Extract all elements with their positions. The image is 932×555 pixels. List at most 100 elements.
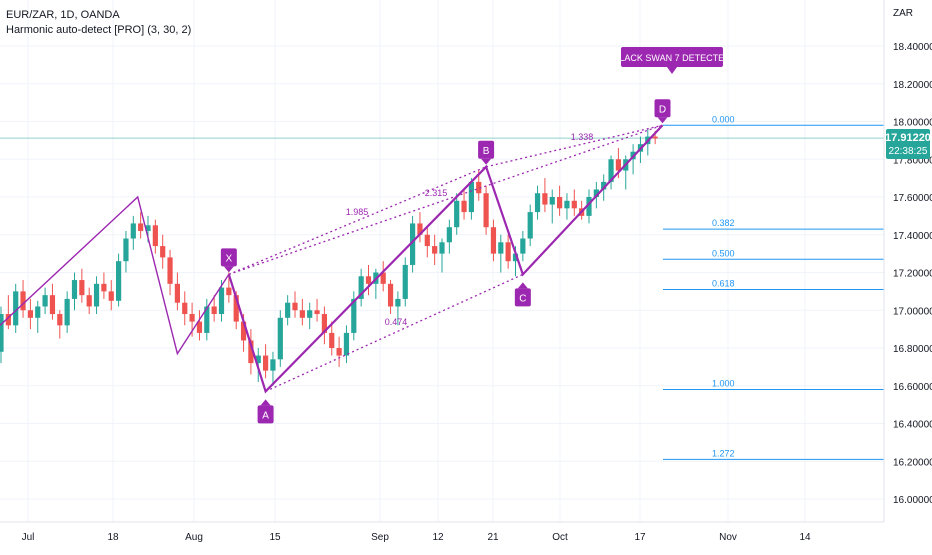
candle-body [593,189,599,197]
candle [527,204,533,247]
price-tick-label: 17.20000 [893,269,932,280]
candle-body [123,238,129,262]
ratio-line-BD [485,124,663,168]
axis-currency: ZAR [893,8,913,19]
fib-level-label: 0.382 [712,218,735,228]
svg-text:X: X [226,253,233,264]
candle [86,287,92,315]
price-tick-label: 18.20000 [893,80,932,91]
price-tick-label: 17.00000 [893,306,932,317]
candle-body [211,306,217,315]
pattern-point-d: D [654,99,671,124]
candle-body [160,246,166,258]
candle-body [365,276,372,284]
candle-body [116,261,122,301]
candle-body [255,355,261,364]
candle-body [0,314,4,352]
candle-body [446,227,452,243]
candle [196,310,203,341]
candle-body [299,310,305,318]
candle [454,193,460,235]
candle-body [248,340,254,364]
candle [57,310,63,339]
candle [336,336,342,367]
candle [270,351,276,386]
candle-body [5,314,11,326]
pattern-point-a: A [257,399,274,424]
chart-legend: EUR/ZAR, 1D, OANDA Harmonic auto-detect … [6,8,191,38]
candle-body [410,223,416,265]
candle-body [152,225,158,247]
candle-body [505,242,511,262]
indicator-title: Harmonic auto-detect [PRO] (3, 30, 2) [6,24,192,36]
candle [417,212,423,243]
candle [49,283,56,320]
candle-body [35,306,41,318]
candle [520,230,526,262]
candle-body [138,223,144,231]
candle-body [380,272,386,284]
candle [446,219,452,254]
candle [35,300,41,333]
candle-body [527,212,533,239]
candle-body [307,310,313,318]
candle-body [402,264,408,299]
candle-body [498,242,504,254]
candle [461,189,467,220]
candle-body [101,283,107,292]
last-price-value: 17.91220 [885,132,931,144]
candle [483,185,489,235]
svg-text:A: A [262,410,269,421]
candle-body [549,197,555,205]
candle-body [432,246,438,254]
candle [20,280,26,318]
fib-level-label: 1.272 [712,448,735,458]
candle-body [454,200,460,228]
candle [5,295,11,330]
ratio-line-XB [228,166,487,275]
candle [152,219,158,254]
prior-swing-line [0,195,230,356]
candle [0,306,4,364]
candle [101,272,107,299]
candle-body [226,287,232,296]
ratio-label: 1.985 [346,207,369,217]
date-tick-label: Oct [552,532,568,543]
date-tick-label: 17 [634,532,646,543]
price-tick-label: 18.40000 [893,42,932,53]
candle [204,298,210,341]
candle [498,234,504,273]
svg-text:B: B [483,146,490,157]
candle-body [174,283,180,303]
date-tick-label: Sep [371,532,389,543]
candles [0,129,658,386]
candle-body [490,227,497,254]
candle-body [608,159,614,182]
candle-body [20,291,26,311]
candle [432,234,438,265]
price-tick-label: 17.80000 [893,155,932,166]
candle-body [586,197,592,216]
candle-body [329,332,335,348]
candle [557,185,563,216]
price-tick-label: 16.60000 [893,382,932,393]
candle [64,291,70,333]
candle-body [196,321,203,333]
candle [314,298,320,322]
candle [263,344,269,379]
candle-body [601,181,607,190]
pattern-point-x: X [220,248,237,273]
candle [549,189,555,224]
candle-body [64,298,70,326]
candle [490,219,497,262]
candle-body [49,295,56,315]
candle-body [93,283,100,307]
candle [395,291,401,326]
candle-body [42,295,48,307]
date-tick-label: Aug [185,532,203,543]
price-axis: 18.40000 18.20000 18.00000 17.80000 17.60000… [893,42,932,506]
candle-body [13,291,19,326]
candle [571,189,577,216]
